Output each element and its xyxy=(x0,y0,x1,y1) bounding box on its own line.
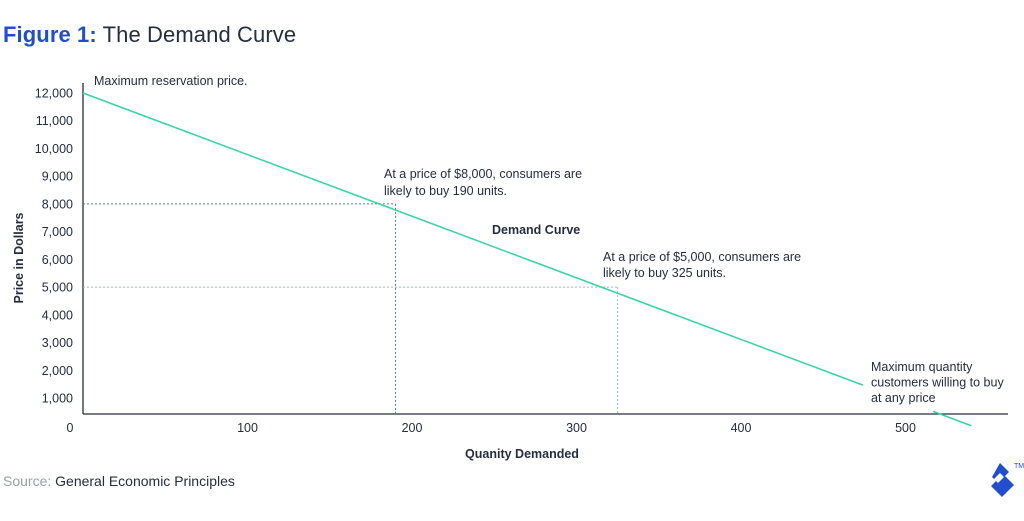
y-tick-label: 10,000 xyxy=(35,142,73,156)
toptal-logo-icon: TM xyxy=(991,463,1024,497)
y-tick-label: 4,000 xyxy=(42,308,73,322)
x-tick-label: 200 xyxy=(402,421,423,435)
annotation-max-price: Maximum reservation price. xyxy=(94,74,248,88)
demand-curve-label: Demand Curve xyxy=(492,223,580,237)
x-tick-label: 400 xyxy=(731,421,752,435)
annotation-5000: likely to buy 325 units. xyxy=(603,266,726,280)
annotation-max-quantity: customers willing to buy xyxy=(871,376,1004,390)
figure-title: Figure 1: The Demand Curve xyxy=(3,22,296,48)
demand-curve-line-tail xyxy=(932,410,972,427)
source-value: General Economic Principles xyxy=(55,473,235,489)
figure-title-text: The Demand Curve xyxy=(102,22,297,47)
logo-mark: TM xyxy=(1014,463,1024,470)
annotation-8000: At a price of $8,000, consumers are xyxy=(384,167,582,181)
annotation-5000: At a price of $5,000, consumers are xyxy=(603,250,801,264)
demand-curve-line xyxy=(82,92,864,386)
x-tick-label: 500 xyxy=(895,421,916,435)
source-line: Source: General Economic Principles xyxy=(3,473,235,489)
annotation-8000: likely to buy 190 units. xyxy=(384,184,507,198)
y-tick-label: 7,000 xyxy=(42,225,73,239)
y-axis-title: Price in Dollars xyxy=(12,212,26,303)
y-tick-label: 2,000 xyxy=(42,364,73,378)
annotation-max-quantity: at any price xyxy=(871,391,936,405)
source-label: Source: xyxy=(3,473,52,489)
annotation-max-quantity: Maximum quantity xyxy=(871,360,973,374)
x-tick-label: 100 xyxy=(237,421,258,435)
x-tick-label: 0 xyxy=(67,421,74,435)
x-axis-title: Quanity Demanded xyxy=(465,447,579,461)
y-tick-label: 3,000 xyxy=(42,336,73,350)
y-tick-label: 6,000 xyxy=(42,253,73,267)
y-tick-label: 1,000 xyxy=(42,392,73,406)
y-tick-label: 12,000 xyxy=(35,87,73,101)
y-tick-label: 11,000 xyxy=(36,114,73,128)
x-tick-label: 300 xyxy=(566,421,587,435)
y-tick-label: 9,000 xyxy=(42,170,73,184)
figure-label: Figure 1: xyxy=(3,22,97,47)
y-tick-label: 8,000 xyxy=(42,197,73,211)
y-tick-label: 5,000 xyxy=(42,281,73,295)
